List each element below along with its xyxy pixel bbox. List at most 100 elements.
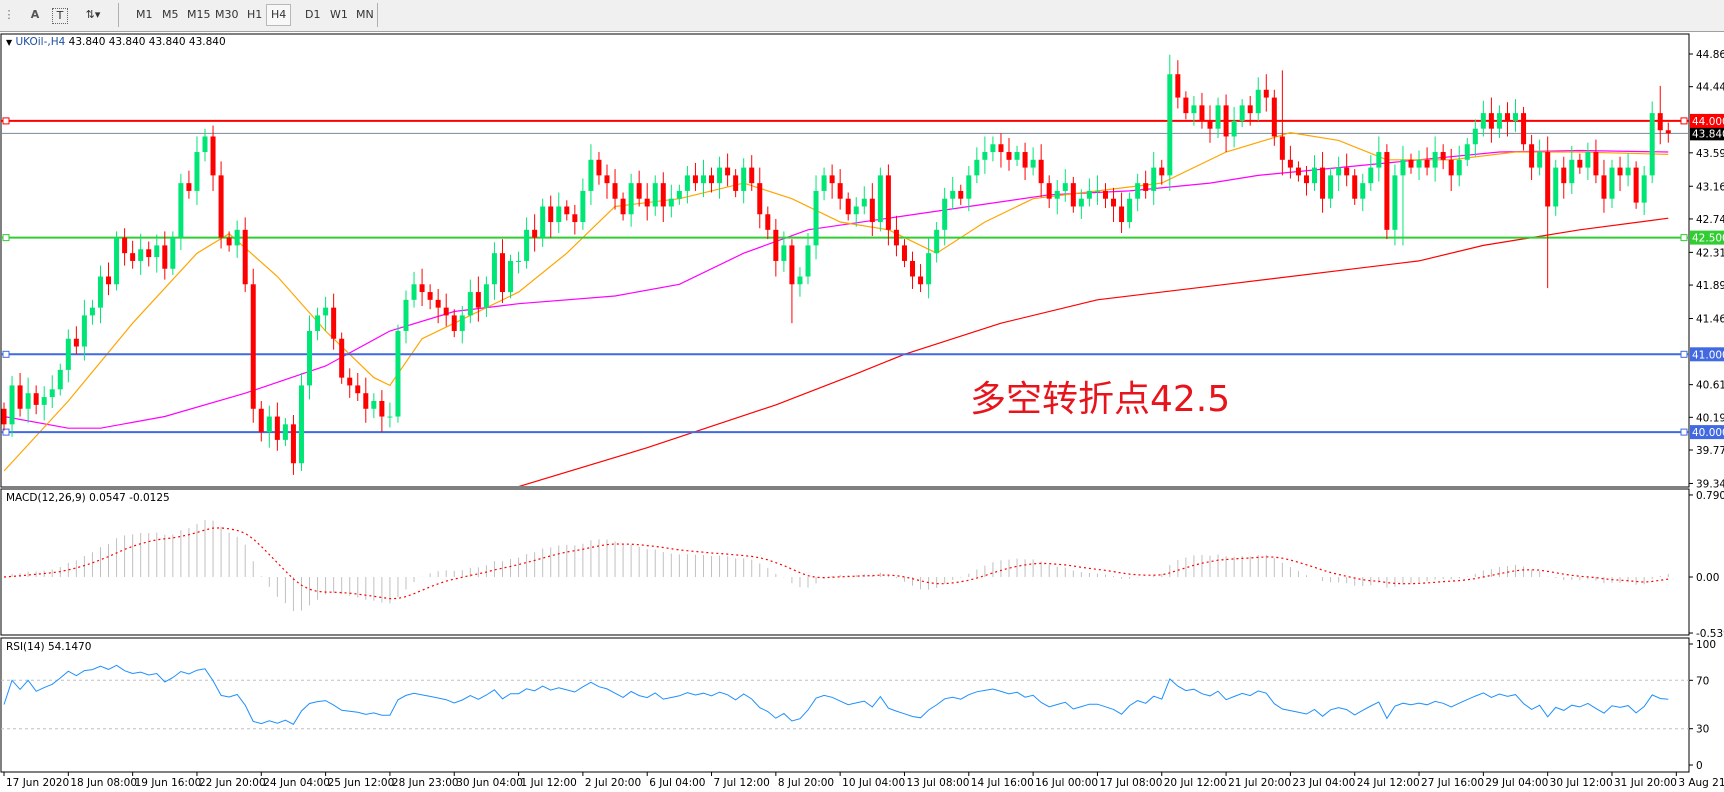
price-tick-label: 43.590 [1696, 148, 1724, 160]
candle [202, 128, 208, 162]
grid-lines-icon[interactable]: ⋮ [3, 8, 15, 21]
candle [1545, 136, 1551, 289]
candle [829, 164, 835, 199]
candle-body [1585, 152, 1591, 168]
candle [1625, 153, 1631, 187]
candle-body [524, 229, 530, 261]
candle-body [81, 315, 87, 347]
candle-body [1504, 113, 1510, 121]
candle [371, 393, 377, 419]
candle [411, 271, 417, 308]
candle-body [1119, 206, 1125, 223]
price-tick-label: 40.190 [1696, 412, 1724, 424]
arrows-icon[interactable]: ⇅▾ [85, 8, 101, 21]
collapse-triangle-icon[interactable]: ▼ [6, 38, 13, 47]
rsi-title: RSI(14) 54.1470 [6, 641, 92, 653]
time-label: 25 Jun 12:00 [328, 777, 395, 789]
candle [765, 206, 771, 240]
level-label: 42.500 [1692, 233, 1724, 245]
candle-body [1054, 190, 1060, 199]
candle-body [861, 198, 867, 207]
candle [1529, 134, 1535, 181]
candle-body [628, 183, 634, 215]
candle [298, 372, 304, 472]
candle-body [741, 167, 747, 191]
candle-body [1521, 113, 1527, 145]
candle [1553, 159, 1559, 216]
candle [1440, 144, 1446, 170]
text-label-icon[interactable]: T [52, 8, 68, 24]
candle-body [1384, 152, 1390, 230]
candle-body [1665, 130, 1671, 134]
candle-body [234, 229, 240, 246]
candle-body [347, 377, 353, 386]
candle [154, 234, 160, 273]
candle-body [114, 237, 120, 285]
candle-body [853, 206, 859, 215]
candle-body [620, 198, 626, 215]
candle [813, 175, 819, 260]
candle-body [1464, 144, 1470, 160]
candle-body [1649, 113, 1655, 176]
price-tick-label: 41.890 [1696, 280, 1724, 292]
candle-body [1529, 144, 1535, 168]
candle-body [307, 330, 313, 386]
price-tick-label: 39.340 [1696, 478, 1724, 490]
candle [387, 402, 393, 428]
text-icon[interactable]: A [30, 8, 40, 21]
candle [1649, 101, 1655, 184]
candle-body [1336, 167, 1342, 176]
timeframe-d1[interactable]: D1 [305, 8, 321, 21]
candle-body [532, 229, 538, 238]
timeframe-h1[interactable]: H1 [247, 8, 263, 21]
candle [1046, 175, 1052, 209]
candle [1263, 74, 1269, 112]
timeframe-h4[interactable]: H4 [266, 4, 292, 26]
candle [709, 167, 715, 193]
candle-body [604, 175, 610, 184]
candle [218, 161, 224, 249]
timeframe-m5[interactable]: M5 [162, 8, 179, 21]
timeframe-m30[interactable]: M30 [215, 8, 239, 21]
candle [540, 198, 546, 247]
candle-body [49, 389, 55, 398]
candle [186, 170, 192, 199]
candle-body [998, 144, 1004, 153]
timeframe-m15[interactable]: M15 [187, 8, 211, 21]
candle-body [1159, 167, 1165, 176]
timeframe-mn[interactable]: MN [356, 8, 374, 21]
candle-body [845, 198, 851, 215]
candle-body [274, 416, 280, 440]
candle [1086, 178, 1092, 207]
candle-body [1078, 198, 1084, 207]
candle-body [733, 175, 739, 191]
candle-body [1231, 120, 1237, 137]
candle-body [1633, 167, 1639, 203]
candle-body [1376, 152, 1382, 168]
candle [604, 164, 610, 199]
candle [893, 215, 899, 257]
candle [1271, 89, 1277, 146]
rsi-tick-label: 30 [1696, 724, 1709, 736]
timeframe-w1[interactable]: W1 [330, 8, 348, 21]
candle-body [749, 167, 755, 184]
candle [491, 242, 497, 300]
candle-body [1247, 105, 1253, 114]
candle [1247, 96, 1253, 126]
symbol-label: UKOil-,H4 [15, 36, 66, 48]
current-price-badge [1690, 126, 1724, 141]
time-label: 30 Jun 04:00 [456, 777, 523, 789]
candle-body [1496, 113, 1502, 129]
candle-body [331, 307, 337, 339]
candle [910, 251, 916, 289]
candle [1416, 150, 1422, 181]
time-label: 19 Jun 16:00 [135, 777, 202, 789]
candle [741, 158, 747, 204]
candle [982, 136, 988, 174]
candle-body [1577, 159, 1583, 168]
candle [106, 262, 112, 296]
candle [998, 133, 1004, 168]
timeframe-m1[interactable]: M1 [136, 8, 153, 21]
candle [1456, 145, 1462, 187]
